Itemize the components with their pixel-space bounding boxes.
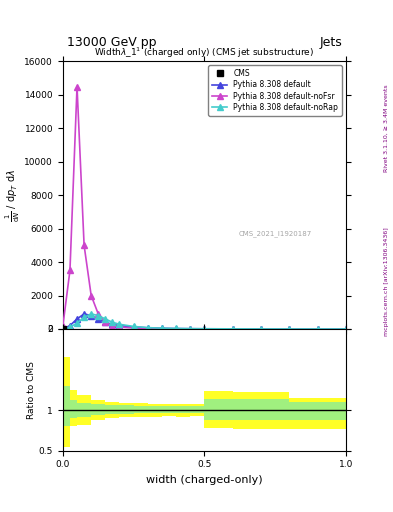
Pythia 8.308 default-noRap [230, 326, 235, 332]
Pythia 8.308 default-noFsr [315, 326, 320, 332]
Pythia 8.308 default [103, 319, 108, 325]
Text: Rivet 3.1.10, ≥ 3.4M events: Rivet 3.1.10, ≥ 3.4M events [384, 84, 389, 172]
Pythia 8.308 default [202, 326, 207, 332]
Pythia 8.308 default-noFsr [174, 326, 178, 332]
Pythia 8.308 default-noRap [174, 326, 178, 332]
Pythia 8.308 default-noRap [131, 324, 136, 330]
Pythia 8.308 default-noRap [315, 326, 320, 332]
Title: Width$\lambda\_1^1$ (charged only) (CMS jet substructure): Width$\lambda\_1^1$ (charged only) (CMS … [94, 46, 314, 60]
Pythia 8.308 default-noRap [103, 316, 108, 322]
Pythia 8.308 default-noRap [287, 326, 292, 332]
Pythia 8.308 default-noRap [343, 326, 348, 332]
Pythia 8.308 default [61, 326, 65, 332]
Pythia 8.308 default-noFsr [188, 326, 193, 332]
Pythia 8.308 default [287, 326, 292, 332]
Pythia 8.308 default-noRap [89, 311, 94, 317]
Line: Pythia 8.308 default-noRap: Pythia 8.308 default-noRap [60, 311, 349, 332]
Pythia 8.308 default-noFsr [68, 267, 72, 273]
Pythia 8.308 default [68, 323, 72, 329]
Pythia 8.308 default-noFsr [343, 326, 348, 332]
Pythia 8.308 default [315, 326, 320, 332]
Pythia 8.308 default [145, 325, 150, 331]
Pythia 8.308 default-noRap [145, 325, 150, 331]
Pythia 8.308 default-noRap [61, 326, 65, 332]
Pythia 8.308 default [117, 323, 122, 329]
Pythia 8.308 default-noFsr [131, 325, 136, 331]
Pythia 8.308 default-noFsr [259, 326, 263, 332]
Pythia 8.308 default-noRap [259, 326, 263, 332]
Pythia 8.308 default-noFsr [89, 292, 94, 298]
Pythia 8.308 default-noRap [160, 325, 164, 331]
Pythia 8.308 default [110, 321, 115, 327]
Pythia 8.308 default-noRap [202, 326, 207, 332]
Text: Jets: Jets [319, 36, 342, 49]
Pythia 8.308 default-noFsr [117, 324, 122, 330]
Pythia 8.308 default [131, 324, 136, 330]
Pythia 8.308 default-noFsr [287, 326, 292, 332]
Pythia 8.308 default-noFsr [96, 311, 101, 317]
Pythia 8.308 default-noFsr [103, 319, 108, 325]
Pythia 8.308 default-noRap [117, 321, 122, 327]
Pythia 8.308 default-noRap [82, 314, 86, 321]
Pythia 8.308 default [75, 316, 79, 322]
Pythia 8.308 default-noFsr [160, 326, 164, 332]
Pythia 8.308 default-noRap [96, 312, 101, 318]
Pythia 8.308 default-noRap [110, 319, 115, 325]
Pythia 8.308 default [96, 316, 101, 322]
Legend: CMS, Pythia 8.308 default, Pythia 8.308 default-noFsr, Pythia 8.308 default-noRa: CMS, Pythia 8.308 default, Pythia 8.308 … [208, 65, 342, 116]
Pythia 8.308 default-noFsr [230, 326, 235, 332]
Pythia 8.308 default-noFsr [82, 242, 86, 248]
Pythia 8.308 default-noRap [68, 324, 72, 330]
Pythia 8.308 default [343, 326, 348, 332]
Pythia 8.308 default-noFsr [61, 323, 65, 329]
Pythia 8.308 default [259, 326, 263, 332]
Pythia 8.308 default-noRap [75, 320, 79, 326]
Pythia 8.308 default [160, 325, 164, 331]
Text: 13000 GeV pp: 13000 GeV pp [67, 36, 156, 49]
Pythia 8.308 default-noFsr [110, 323, 115, 329]
Pythia 8.308 default [82, 311, 86, 317]
Pythia 8.308 default-noRap [188, 326, 193, 332]
X-axis label: width (charged-only): width (charged-only) [146, 475, 263, 485]
Y-axis label: Ratio to CMS: Ratio to CMS [27, 361, 36, 419]
Text: mcplots.cern.ch [arXiv:1306.3436]: mcplots.cern.ch [arXiv:1306.3436] [384, 227, 389, 336]
Text: CMS_2021_I1920187: CMS_2021_I1920187 [238, 230, 312, 237]
Line: Pythia 8.308 default: Pythia 8.308 default [60, 311, 349, 332]
Pythia 8.308 default-noFsr [202, 326, 207, 332]
Pythia 8.308 default [230, 326, 235, 332]
Pythia 8.308 default-noFsr [145, 326, 150, 332]
Pythia 8.308 default-noFsr [75, 83, 79, 90]
Y-axis label: $\frac{1}{\mathrm{d}N}$ / $\mathrm{d}p_T$ $\mathrm{d}\lambda$: $\frac{1}{\mathrm{d}N}$ / $\mathrm{d}p_T… [4, 168, 22, 222]
Pythia 8.308 default [174, 326, 178, 332]
Pythia 8.308 default [188, 326, 193, 332]
Line: Pythia 8.308 default-noFsr: Pythia 8.308 default-noFsr [60, 84, 349, 332]
Pythia 8.308 default [89, 312, 94, 318]
